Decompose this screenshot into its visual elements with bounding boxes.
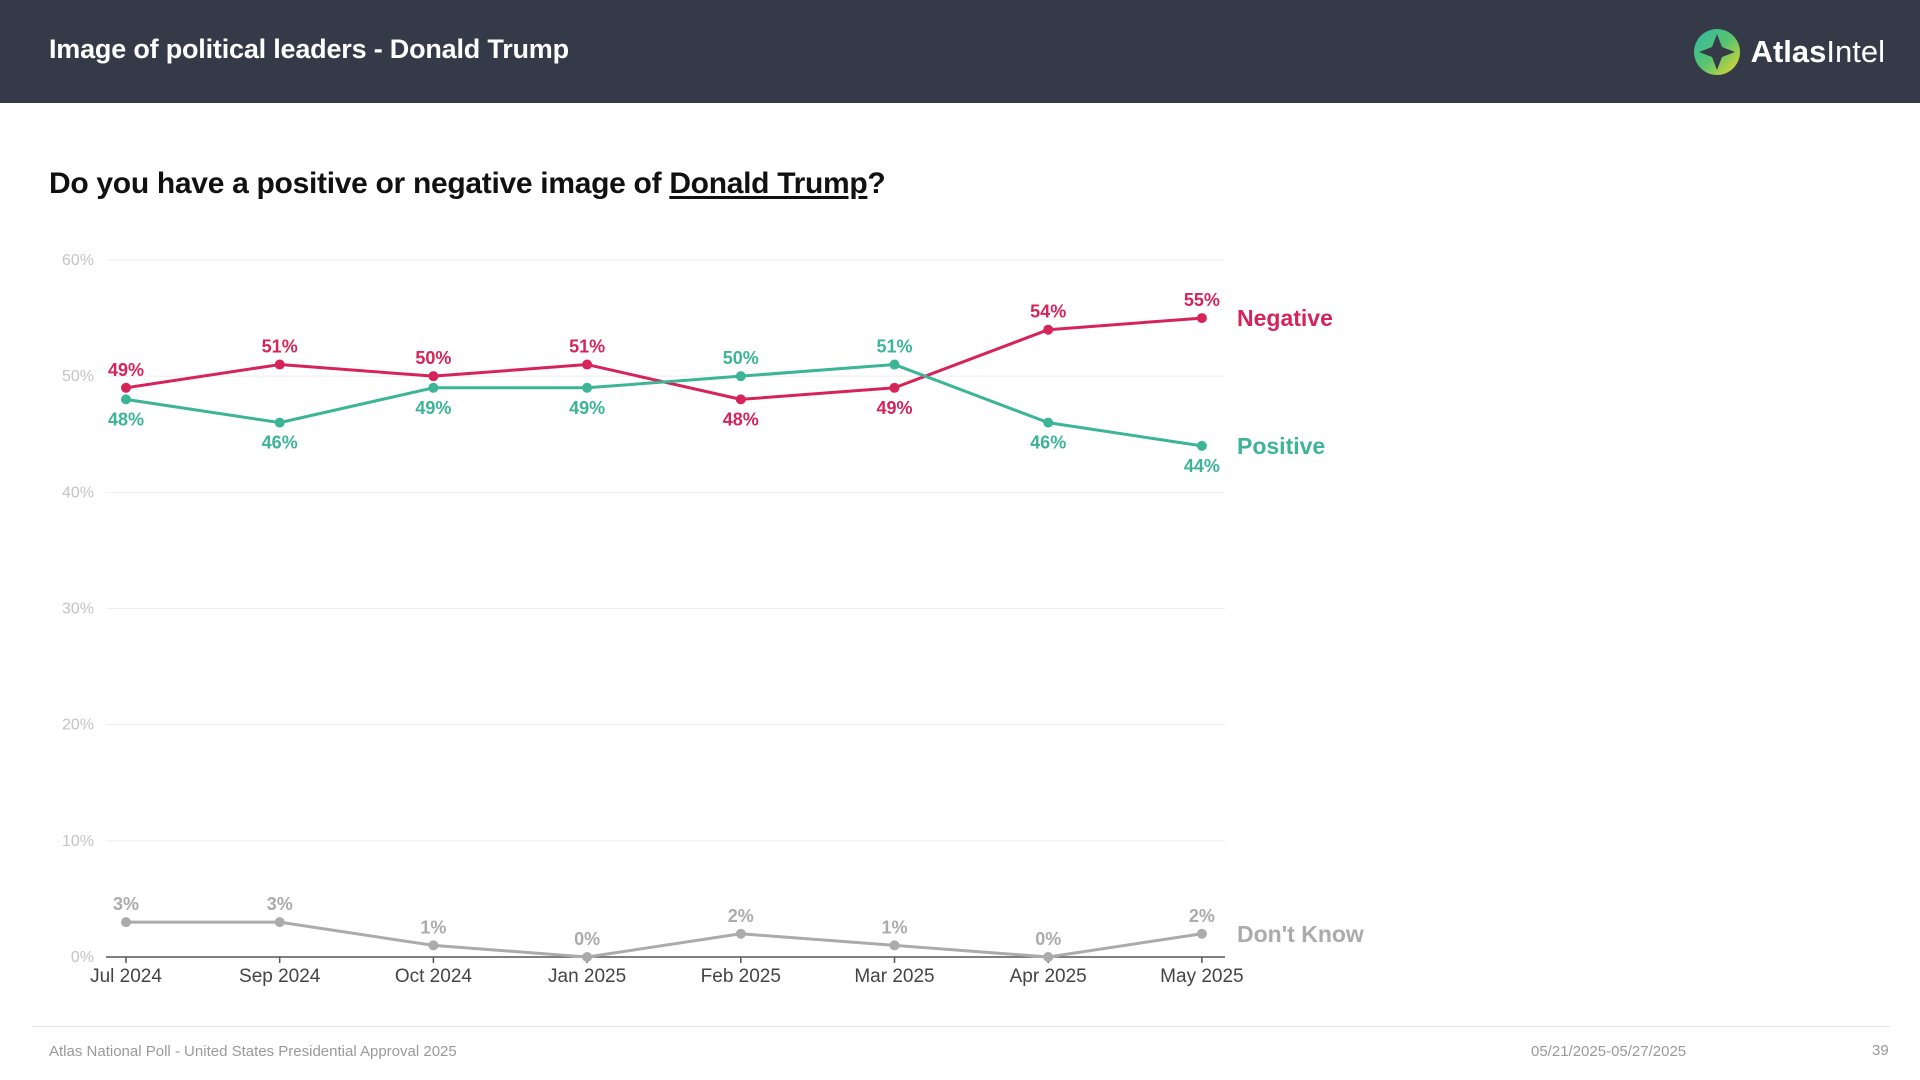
data-label-dont-know: 0% [1035, 929, 1061, 949]
y-tick-label: 30% [62, 601, 94, 618]
question-subject: Donald Trump [669, 167, 868, 200]
brand-logo: AtlasIntel [1693, 27, 1885, 77]
data-point-positive [1196, 440, 1207, 451]
y-tick-label: 60% [62, 252, 94, 269]
data-label-negative: 49% [108, 360, 144, 380]
brand-name-light: Intel [1826, 34, 1885, 69]
data-point-positive [274, 417, 285, 428]
data-point-positive [889, 359, 900, 370]
data-label-positive: 51% [876, 337, 912, 357]
data-point-dont-know [1043, 952, 1054, 962]
data-label-negative: 48% [723, 409, 759, 429]
data-point-dont-know [274, 917, 285, 928]
legend-label-dont-know: Don't Know [1237, 921, 1364, 947]
data-point-dont-know [428, 940, 439, 951]
data-label-negative: 55% [1184, 290, 1220, 310]
data-label-negative: 49% [876, 398, 912, 418]
line-chart: 0% 10% 20% 30% 40% 50% 60% Jul 2024 Sep 2024 Oct … [62, 252, 1364, 987]
brand-name: AtlasIntel [1751, 34, 1885, 70]
y-tick-label: 50% [62, 368, 94, 385]
x-tick-label: May 2025 [1160, 966, 1243, 987]
data-point-negative [274, 359, 285, 370]
data-label-positive: 46% [262, 433, 298, 453]
x-tick-label: Jan 2025 [548, 966, 626, 987]
atlas-logo-icon [1693, 29, 1740, 75]
series-line-negative [125, 316, 1203, 401]
question-suffix: ? [867, 167, 886, 200]
data-label-positive: 44% [1184, 456, 1220, 476]
x-tick-label: Apr 2025 [1010, 966, 1087, 987]
data-label-negative: 51% [569, 337, 605, 357]
data-point-positive [121, 394, 131, 405]
x-tick-label: Mar 2025 [854, 966, 934, 987]
data-point-dont-know [582, 952, 593, 962]
data-point-positive [735, 371, 746, 382]
data-label-positive: 48% [108, 409, 144, 429]
series-line-positive [125, 363, 1203, 448]
legend-label-positive: Positive [1237, 433, 1325, 459]
data-label-dont-know: 2% [1189, 906, 1215, 926]
data-label-positive: 46% [1030, 433, 1066, 453]
data-point-positive [582, 382, 593, 393]
data-label-dont-know: 1% [881, 917, 907, 937]
footer-source: Atlas National Poll - United States Pres… [49, 1043, 457, 1060]
data-label-negative: 51% [262, 337, 298, 357]
question-prefix: Do you have a positive or negative image… [49, 167, 670, 200]
data-label-dont-know: 1% [420, 917, 446, 937]
y-tick-label: 20% [62, 717, 94, 734]
brand-name-bold: Atlas [1750, 34, 1827, 69]
y-tick-label: 10% [62, 833, 94, 850]
data-point-positive [428, 382, 439, 393]
y-tick-label: 0% [71, 949, 94, 966]
data-point-negative [1043, 324, 1054, 335]
data-point-dont-know [121, 917, 131, 928]
footer-date-range: 05/21/2025-05/27/2025 [1531, 1043, 1687, 1060]
x-tick-label: Sep 2024 [239, 966, 321, 987]
data-point-dont-know [735, 928, 746, 939]
data-label-negative: 50% [415, 348, 451, 368]
question-title: Do you have a positive or negative image… [49, 167, 886, 201]
x-tick-label: Feb 2025 [701, 966, 781, 987]
data-point-negative [889, 382, 900, 393]
data-label-negative: 54% [1030, 302, 1066, 322]
data-label-dont-know: 0% [574, 929, 600, 949]
data-point-positive [1043, 417, 1054, 428]
data-label-dont-know: 3% [113, 894, 139, 914]
data-label-positive: 49% [415, 398, 451, 418]
data-point-dont-know [1196, 928, 1207, 939]
footer-divider [32, 1026, 1890, 1027]
data-point-negative [121, 382, 131, 393]
legend-label-negative: Negative [1237, 305, 1333, 331]
page-header: Image of political leaders - Donald Trum… [0, 0, 1920, 103]
y-tick-label: 40% [62, 484, 94, 501]
data-point-negative [582, 359, 593, 370]
header-title: Image of political leaders - Donald Trum… [49, 34, 569, 64]
data-label-positive: 49% [569, 398, 605, 418]
data-label-dont-know: 2% [728, 906, 754, 926]
footer-page-number: 39 [1872, 1042, 1889, 1059]
x-tick-label: Jul 2024 [90, 966, 162, 987]
data-point-negative [1196, 313, 1207, 324]
data-label-positive: 50% [723, 348, 759, 368]
data-label-dont-know: 3% [267, 894, 293, 914]
data-point-dont-know [889, 940, 900, 951]
data-point-negative [428, 371, 439, 382]
x-tick-label: Oct 2024 [395, 966, 473, 987]
data-point-negative [735, 394, 746, 405]
series-line-dont-know [126, 920, 1203, 959]
